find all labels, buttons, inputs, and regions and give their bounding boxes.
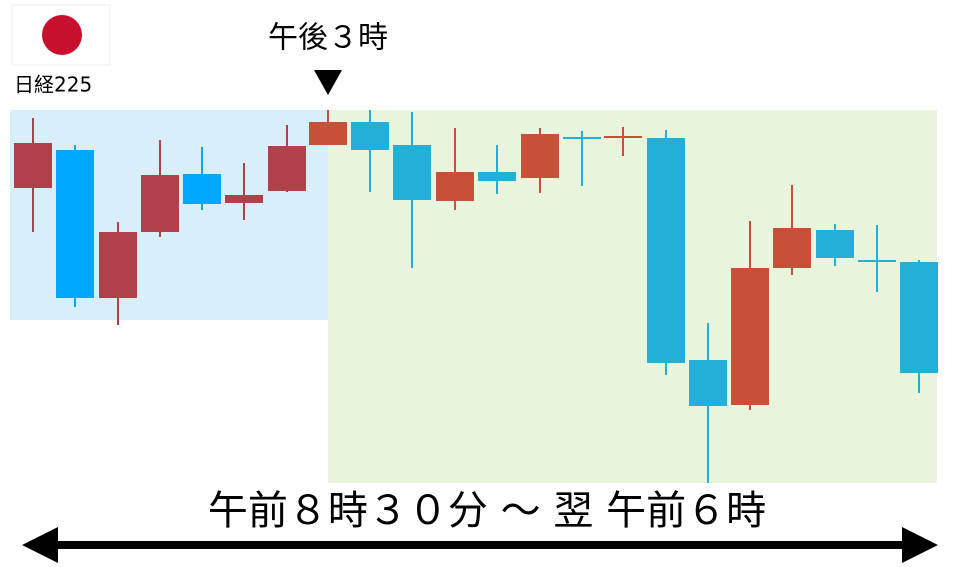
candle-body	[478, 172, 516, 181]
candle-body	[393, 145, 431, 200]
candle-body	[351, 122, 389, 150]
candle-body	[225, 195, 263, 203]
marker-label: 午後３時	[268, 21, 388, 56]
candle-body	[816, 230, 854, 258]
candle-body	[521, 134, 559, 178]
candle-body	[14, 143, 52, 188]
candle-body	[773, 228, 811, 268]
candle-body	[268, 146, 306, 191]
candle-body	[647, 138, 685, 363]
candle-body	[99, 232, 137, 298]
marker-arrow	[314, 70, 342, 95]
candle-body	[900, 262, 938, 373]
candle-body	[183, 174, 221, 204]
candle-body	[858, 260, 896, 262]
flag-sun	[42, 15, 82, 55]
candle-body	[436, 172, 474, 201]
double-arrow	[22, 527, 938, 563]
candles	[14, 110, 938, 483]
candle-body	[731, 268, 769, 405]
candle-body	[56, 150, 94, 298]
flag-label: 日経225	[14, 73, 92, 97]
candle-body	[309, 122, 347, 145]
session-label: 午前８時３０分 ～ 翌 午前６時	[208, 488, 766, 534]
candle-body	[563, 137, 601, 139]
candle-body	[689, 360, 727, 406]
candle-body	[141, 175, 179, 232]
candle-body	[604, 136, 642, 138]
